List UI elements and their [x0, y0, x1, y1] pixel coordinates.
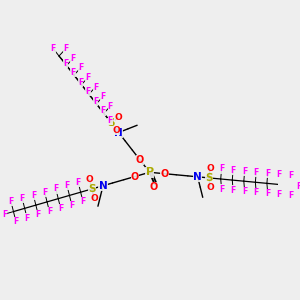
Text: N: N [193, 172, 202, 182]
Text: F: F [2, 210, 7, 219]
Text: S: S [206, 173, 213, 183]
Text: F: F [242, 187, 247, 196]
Text: F: F [50, 44, 56, 53]
Text: O: O [86, 175, 93, 184]
Text: O: O [206, 183, 214, 192]
Text: F: F [25, 214, 30, 223]
Text: F: F [78, 78, 83, 87]
Text: F: F [277, 170, 282, 179]
Text: O: O [206, 164, 214, 173]
Text: O: O [150, 182, 158, 192]
Text: N: N [114, 128, 123, 137]
Text: F: F [219, 184, 224, 194]
Text: F: F [288, 171, 293, 180]
Text: F: F [265, 189, 270, 198]
Text: F: F [93, 97, 98, 106]
Text: F: F [108, 116, 113, 125]
Text: F: F [63, 44, 68, 53]
Text: F: F [31, 191, 36, 200]
Text: F: F [219, 164, 224, 173]
Text: F: F [108, 102, 113, 111]
Text: F: F [277, 190, 282, 199]
Text: F: F [242, 167, 247, 176]
Text: O: O [115, 113, 122, 122]
Text: F: F [47, 207, 52, 216]
Text: O: O [131, 172, 139, 182]
Text: F: F [8, 197, 14, 206]
Text: F: F [93, 82, 98, 91]
Text: F: F [297, 182, 300, 191]
Text: O: O [90, 194, 98, 203]
Text: S: S [88, 184, 96, 194]
Text: F: F [64, 181, 70, 190]
Text: F: F [53, 184, 58, 194]
Text: F: F [70, 54, 76, 63]
Text: F: F [20, 194, 25, 203]
Text: F: F [254, 188, 259, 197]
Text: F: F [13, 217, 19, 226]
Text: F: F [70, 68, 76, 77]
Text: S: S [107, 118, 115, 128]
Text: F: F [100, 106, 106, 116]
Text: F: F [58, 204, 63, 213]
Text: O: O [112, 126, 120, 135]
Text: F: F [80, 197, 86, 206]
Text: P: P [146, 167, 154, 177]
Text: F: F [100, 92, 106, 101]
Text: F: F [85, 73, 91, 82]
Text: F: F [265, 169, 270, 178]
Text: F: F [42, 188, 47, 196]
Text: F: F [254, 168, 259, 177]
Text: F: F [76, 178, 81, 187]
Text: F: F [85, 87, 91, 96]
Text: O: O [136, 155, 144, 165]
Text: O: O [160, 169, 169, 179]
Text: F: F [69, 201, 74, 210]
Text: F: F [230, 186, 236, 195]
Text: N: N [99, 181, 107, 191]
Text: F: F [36, 210, 41, 219]
Text: F: F [230, 166, 236, 175]
Text: F: F [78, 64, 83, 73]
Text: F: F [63, 59, 68, 68]
Text: F: F [288, 191, 293, 200]
